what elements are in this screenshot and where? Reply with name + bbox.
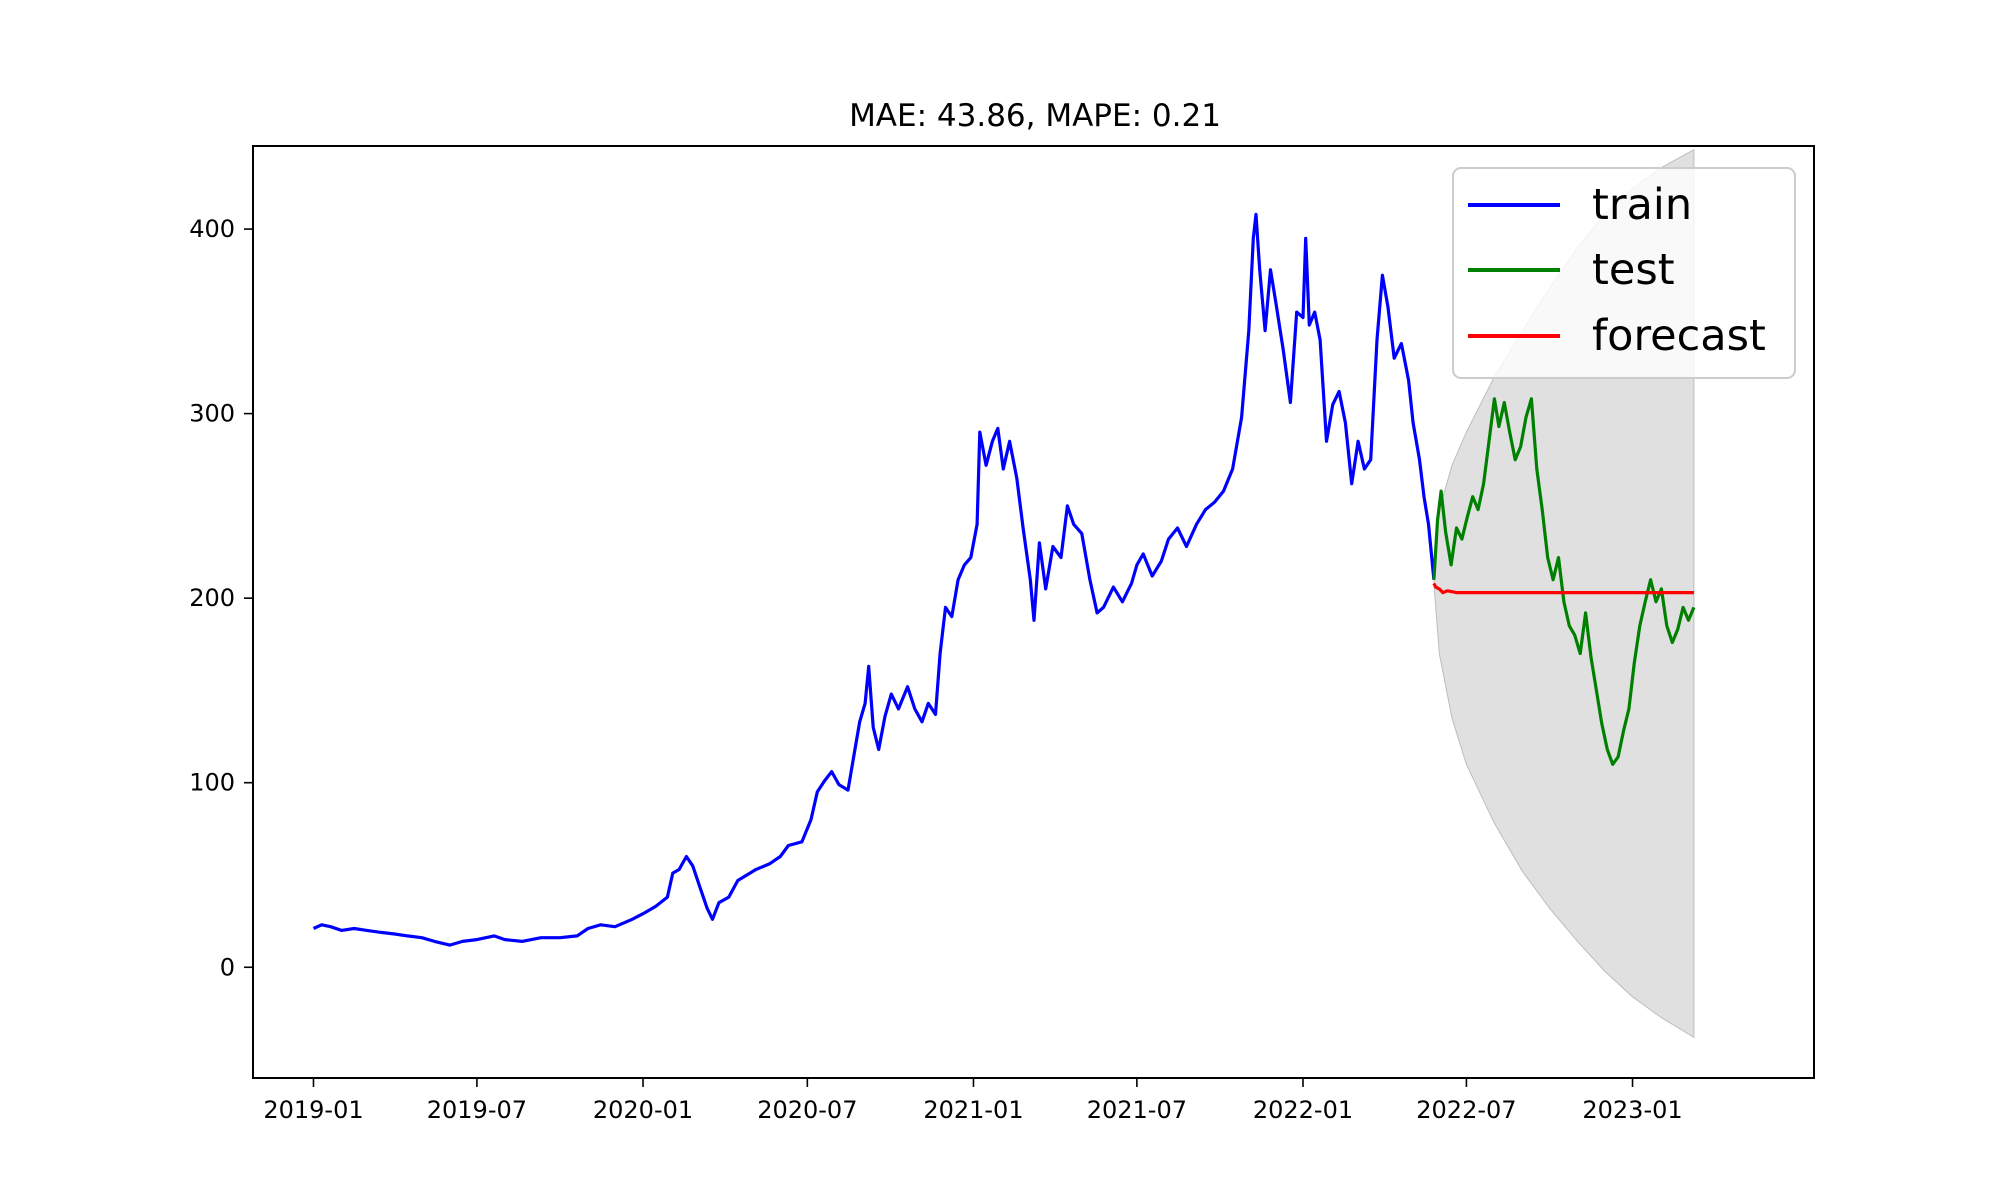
x-tick-label: 2023-01 xyxy=(1582,1096,1682,1124)
series-line-forecast xyxy=(1432,582,1694,595)
series-line-test xyxy=(1432,397,1696,766)
y-tick-label: 200 xyxy=(189,584,235,612)
legend: train test forecast xyxy=(1452,167,1796,379)
x-tick-label: 2020-01 xyxy=(593,1096,693,1124)
y-tick-label: 100 xyxy=(189,769,235,797)
legend-label-forecast: forecast xyxy=(1592,311,1766,361)
x-tick-label: 2019-01 xyxy=(263,1096,363,1124)
x-tick-label: 2019-07 xyxy=(427,1096,527,1124)
x-tick-label: 2022-01 xyxy=(1253,1096,1353,1124)
series-layer xyxy=(312,212,1696,947)
chart-title: MAE: 43.86, MAPE: 0.21 xyxy=(849,98,1221,134)
y-tick-label: 400 xyxy=(189,215,235,243)
y-tick-label: 300 xyxy=(189,400,235,428)
x-tick-label: 2022-07 xyxy=(1416,1096,1516,1124)
plot-frame xyxy=(252,145,1815,1079)
series-line-train xyxy=(312,212,1436,947)
y-axis: 0 100 200 300 400 xyxy=(189,215,253,981)
x-tick-label: 2021-07 xyxy=(1087,1096,1187,1124)
x-axis: 2019-01 2019-07 2020-01 2020-07 2021-01 2021-… xyxy=(263,1078,1683,1124)
legend-label-train: train xyxy=(1592,180,1692,230)
legend-box xyxy=(1452,167,1796,379)
y-tick-label: 0 xyxy=(220,953,235,981)
x-tick-label: 2020-07 xyxy=(757,1096,857,1124)
legend-label-test: test xyxy=(1592,245,1675,295)
x-tick-label: 2021-01 xyxy=(923,1096,1023,1124)
